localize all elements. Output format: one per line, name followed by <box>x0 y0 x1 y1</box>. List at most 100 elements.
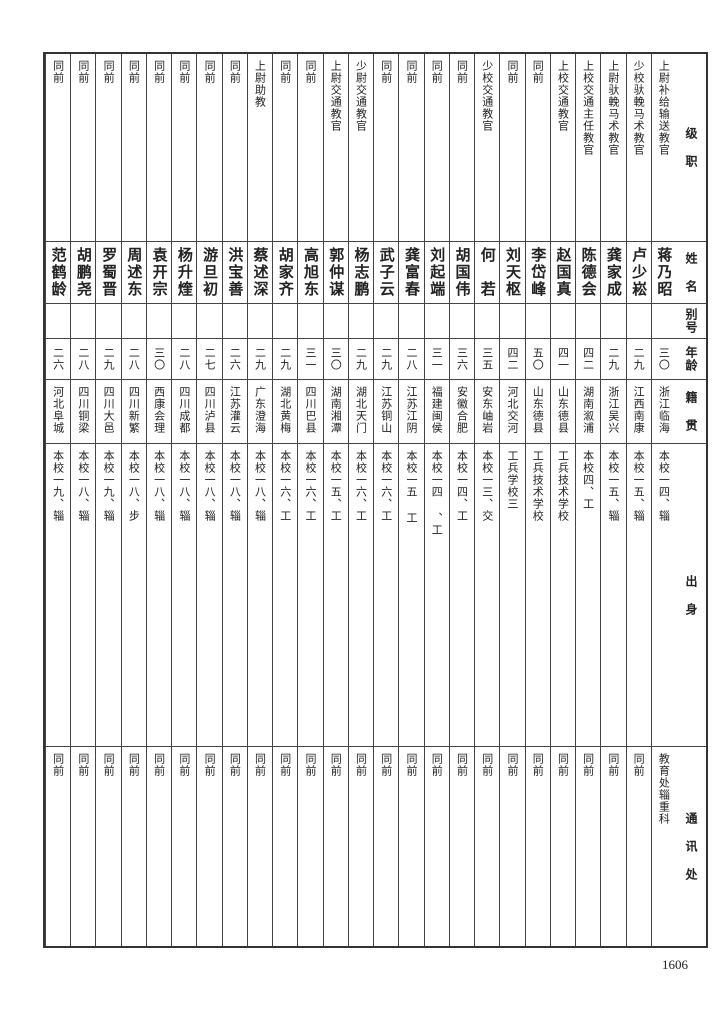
cell-name: 袁开宗 <box>145 242 172 304</box>
cell-age: 五〇 <box>524 339 550 380</box>
cell-age: 三六 <box>448 339 475 380</box>
cell-rank-position: 同前 <box>171 54 197 242</box>
cell-address: 同前 <box>524 747 550 946</box>
cell-alias <box>246 304 273 339</box>
cell-background: 本校一八、辎 <box>221 444 247 747</box>
cell-native-place: 安东岫岩 <box>474 380 500 444</box>
cell-name: 杨志鹏 <box>347 242 374 304</box>
cell-alias <box>650 304 676 339</box>
cell-name: 何 若 <box>474 242 500 304</box>
cell-alias <box>423 304 449 339</box>
cell-address: 同前 <box>221 747 247 946</box>
cell-name: 蒋乃昭 <box>650 242 676 304</box>
cell-name: 周述东 <box>120 242 146 304</box>
cell-age: 二九 <box>347 339 374 380</box>
cell-address: 同前 <box>45 747 70 946</box>
cell-age: 二七 <box>196 339 222 380</box>
cell-rank-position: 同前 <box>221 54 247 242</box>
cell-address: 同前 <box>499 747 524 946</box>
cell-address: 同前 <box>145 747 171 946</box>
header-alias: 别号 <box>676 304 706 339</box>
cell-rank-position: 同前 <box>524 54 550 242</box>
roster-table: 级 职上尉补给输送教官 少校驮輓马术教官 上尉驮輓马术教官 上校交通主任教官 上校交通教… <box>43 52 708 948</box>
cell-native-place: 江苏灌云 <box>221 380 247 444</box>
cell-alias <box>221 304 247 339</box>
header-name: 姓 名 <box>676 242 706 304</box>
cell-rank-position: 同前 <box>398 54 424 242</box>
cell-native-place: 西康会理 <box>145 380 172 444</box>
cell-background: 工兵学校三 <box>499 444 525 747</box>
cell-rank-position: 同前 <box>499 54 525 242</box>
page-number: 1606 <box>662 957 688 972</box>
cell-address: 同前 <box>347 747 373 946</box>
cell-name: 游旦初 <box>196 242 222 304</box>
cell-background: 工兵技术学校 <box>549 444 576 747</box>
cell-native-place: 江苏江阴 <box>398 380 424 444</box>
cell-name: 龚家成 <box>600 242 626 304</box>
cell-name: 胡家齐 <box>272 242 298 304</box>
cell-background: 本校一六、工 <box>373 444 399 747</box>
cell-native-place: 江苏铜山 <box>373 380 399 444</box>
cell-name: 武子云 <box>373 242 399 304</box>
header-rank-position: 级 职 <box>676 54 706 242</box>
cell-name: 高旭东 <box>297 242 323 304</box>
cell-address: 同前 <box>474 747 499 946</box>
cell-background: 本校一五、辎 <box>600 444 626 747</box>
cell-address: 同前 <box>373 747 398 946</box>
cell-address: 同前 <box>549 747 575 946</box>
cell-rank-position: 少校驮輓马术教官 <box>625 54 651 242</box>
cell-native-place: 福建闽侯 <box>423 380 449 444</box>
cell-rank-position: 少尉交通教官 <box>347 54 374 242</box>
cell-name: 范鹤龄 <box>45 242 71 304</box>
cell-rank-position: 上校交通主任教官 <box>575 54 601 242</box>
header-native-place: 籍 贯 <box>676 380 706 444</box>
cell-address: 同前 <box>625 747 651 946</box>
cell-age: 二九 <box>246 339 273 380</box>
cell-address: 同前 <box>246 747 272 946</box>
cell-name: 卢少崧 <box>625 242 651 304</box>
cell-background: 本校一九、辎 <box>45 444 71 747</box>
cell-address: 同前 <box>171 747 196 946</box>
cell-age: 二九 <box>600 339 626 380</box>
cell-age: 三〇 <box>650 339 676 380</box>
cell-age: 四二 <box>499 339 525 380</box>
cell-background: 本校一五、辎 <box>625 444 651 747</box>
cell-background: 本校一八、辎 <box>246 444 273 747</box>
cell-name: 郭仲谋 <box>322 242 348 304</box>
cell-background: 本校一九、辎 <box>95 444 121 747</box>
cell-address: 同前 <box>297 747 322 946</box>
cell-alias <box>398 304 424 339</box>
cell-background: 本校一八、辎 <box>196 444 222 747</box>
cell-age: 二八 <box>398 339 424 380</box>
cell-age: 二八 <box>70 339 96 380</box>
cell-native-place: 河北阜城 <box>45 380 71 444</box>
cell-native-place: 四川大邑 <box>95 380 121 444</box>
cell-alias <box>474 304 500 339</box>
cell-background: 工兵技术学校 <box>524 444 550 747</box>
cell-alias <box>45 304 71 339</box>
cell-background: 本校一三、交 <box>474 444 500 747</box>
cell-background: 本校一八、辎 <box>171 444 197 747</box>
cell-address: 同前 <box>423 747 449 946</box>
cell-alias <box>95 304 121 339</box>
cell-rank-position: 同前 <box>196 54 222 242</box>
cell-alias <box>297 304 323 339</box>
cell-name: 陈德会 <box>575 242 601 304</box>
cell-age: 三〇 <box>322 339 348 380</box>
cell-age: 四一 <box>549 339 576 380</box>
cell-address: 教育处辎重科 <box>650 747 676 946</box>
cell-rank-position: 同前 <box>373 54 399 242</box>
cell-name: 蔡述深 <box>246 242 273 304</box>
cell-name: 胡鹏尧 <box>70 242 96 304</box>
cell-alias <box>373 304 399 339</box>
cell-address: 同前 <box>322 747 348 946</box>
cell-address: 同前 <box>70 747 95 946</box>
cell-alias <box>448 304 475 339</box>
cell-age: 二九 <box>272 339 298 380</box>
cell-native-place: 湖南湘潭 <box>322 380 348 444</box>
cell-alias <box>120 304 146 339</box>
cell-native-place: 四川泸县 <box>196 380 222 444</box>
cell-native-place: 湖北黄梅 <box>272 380 298 444</box>
cell-native-place: 安徽合肥 <box>448 380 475 444</box>
cell-age: 三〇 <box>145 339 172 380</box>
